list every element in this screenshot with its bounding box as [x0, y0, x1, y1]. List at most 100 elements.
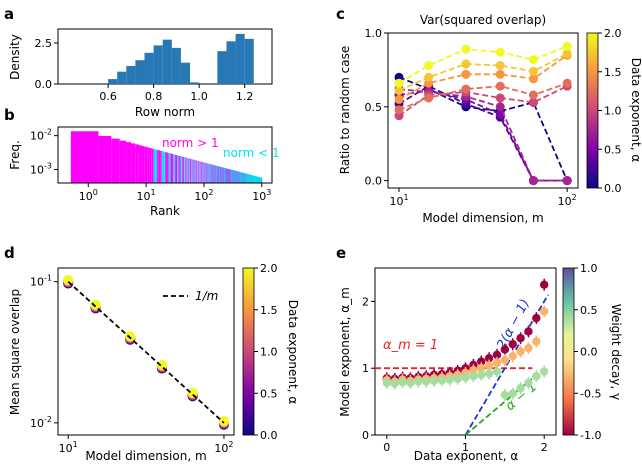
panel-e-scatter: α_m = 1 2(α − 1) α − 1 Data exponent, α …: [338, 262, 623, 463]
panel-a-xtick-label: 0.8: [145, 90, 163, 103]
panel-c-title: Var(squared overlap): [420, 13, 546, 27]
panel-c-series-line: [398, 45, 568, 84]
panel-d-ytick-label: 10-2: [30, 415, 52, 430]
panel-a-bar: [117, 71, 127, 84]
panel-b-annotation-norm-gt-1: norm > 1: [162, 136, 219, 150]
panel-c-series-line: [398, 88, 568, 182]
panel-e-point: [453, 374, 462, 384]
panel-e-point: [469, 366, 478, 375]
panel-e-point: [508, 389, 517, 398]
panel-b-bar: [166, 152, 168, 183]
panel-e-colorbar-tick-label: -1.0: [580, 429, 601, 442]
panel-e-point: [445, 375, 454, 384]
panel-e-point: [406, 378, 415, 388]
panel-c-point: [528, 74, 538, 84]
panel-b-ytick-label: 10-3: [30, 162, 52, 177]
panel-e-colorbar-label: Weight decay, γ: [609, 304, 623, 400]
panel-e-point: [524, 327, 533, 336]
panel-b-bar: [135, 144, 139, 183]
panel-c-point: [394, 105, 404, 115]
panel-b-bar: [169, 153, 171, 183]
panel-b-bar: [181, 156, 183, 183]
panel-c-point: [528, 97, 538, 107]
panel-e-point: [484, 369, 494, 378]
panel-b-bar: [151, 148, 154, 183]
panel-a-ytick-label: 0.0: [35, 78, 53, 91]
panel-b-bar: [131, 143, 136, 183]
panel-d-scatter: 1/m Model dimension, m Mean square overl…: [8, 262, 300, 463]
panel-e-colorbar-tick-label: 0.0: [580, 346, 598, 359]
panel-e-xlabel: Data exponent, α: [414, 449, 519, 463]
panel-b-bar: [164, 151, 166, 183]
panel-a-bar: [190, 82, 200, 84]
panel-b-frame: [57, 126, 273, 184]
panel-b-bar: [157, 149, 159, 183]
panel-c-series-line: [398, 52, 568, 92]
panel-b-bar: [161, 151, 163, 183]
panel-b-bar: [160, 150, 162, 183]
panel-c-series-line: [398, 54, 568, 101]
panel-c-ytick-label: 0.5: [365, 101, 383, 114]
panel-a-bar: [162, 39, 172, 84]
panel-label-b: b: [4, 106, 15, 124]
panel-e-point: [484, 353, 494, 363]
panel-a-xtick-label: 0.6: [99, 90, 117, 103]
panel-c-point: [495, 93, 505, 103]
panel-e-ytick-label: 0: [362, 429, 369, 442]
panel-e-point: [477, 364, 486, 373]
panel-b-bar: [111, 138, 120, 183]
panel-c-series-line: [398, 85, 568, 182]
panel-e-colorbar-tick-label: 0.5: [580, 304, 598, 317]
panel-e-line-alpha-minus-1: [464, 374, 537, 436]
panel-c-colorbar-tick-label: 1.0: [604, 105, 622, 118]
panel-b-bar: [186, 157, 187, 183]
panel-e-point: [516, 333, 525, 343]
panel-c-colorbar-label: Data exponent, α: [629, 58, 642, 163]
panel-a-bar: [180, 62, 191, 84]
panel-e-point: [477, 370, 486, 380]
panel-b-bar: [144, 146, 148, 183]
panel-e-colorbar-tick-label: -0.5: [580, 387, 601, 400]
panel-c-point: [562, 78, 572, 88]
panel-d-point: [63, 274, 74, 285]
panel-c-point: [562, 41, 572, 51]
panel-b-bar: [70, 131, 99, 183]
panel-a-bar: [217, 51, 227, 84]
panel-c-series-line: [398, 89, 568, 182]
panel-b-bar: [158, 150, 161, 183]
panel-c-point: [562, 49, 572, 59]
panel-d-colorbar-tick-label: 2.0: [260, 262, 278, 275]
panel-b-bar: [185, 157, 186, 183]
panel-e-point: [516, 384, 525, 393]
panel-e-point: [532, 372, 541, 381]
panel-e-xtick-label: 0: [383, 441, 390, 454]
panel-c-point: [528, 55, 538, 65]
panel-c-frame: [387, 32, 579, 189]
panel-e-point: [500, 390, 510, 400]
panel-c-point: [562, 176, 572, 186]
panel-b-bar: [184, 157, 186, 183]
panel-c-point: [528, 66, 538, 76]
panel-e-point: [477, 357, 486, 366]
panel-b-bar: [165, 152, 167, 183]
panel-label-c: c: [336, 5, 345, 23]
panel-c-colorbar: [586, 32, 599, 189]
panel-b-bar: [177, 155, 179, 183]
panel-b-bar: [167, 152, 169, 183]
panel-d-colorbar-tick-label: 0.5: [260, 387, 278, 400]
panel-c-point: [394, 78, 404, 88]
panel-b-annotation-norm-lt-1: norm < 1: [223, 146, 280, 160]
panel-e-label-alpha-m-1: α_m = 1: [383, 338, 438, 353]
panel-e-xtick-label: 1: [462, 441, 469, 454]
panel-label-a: a: [4, 5, 14, 23]
panel-b-bar: [162, 151, 165, 183]
panel-d-ylabel: Mean square overlap: [8, 289, 22, 415]
panel-c-colorbar-tick-label: 0.5: [604, 143, 622, 156]
panel-c-point: [461, 44, 471, 54]
panel-a-bar: [98, 83, 109, 84]
panel-c-xlabel: Model dimension, m: [422, 211, 543, 225]
panel-d-ytick-label: 10-1: [30, 274, 52, 289]
panel-c-point: [495, 81, 505, 91]
panel-a-bar: [144, 52, 154, 84]
panel-d-xtick-label: 102: [214, 440, 233, 455]
